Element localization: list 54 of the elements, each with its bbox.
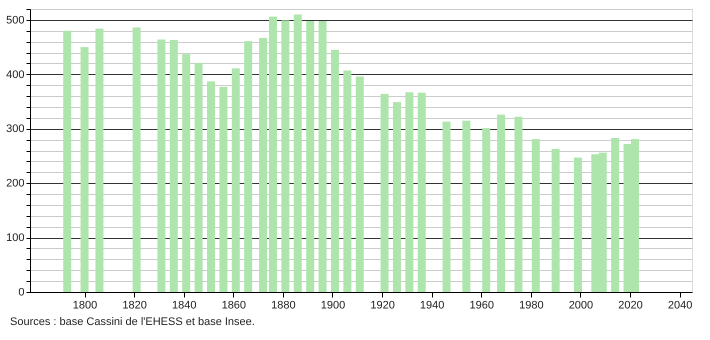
bar xyxy=(462,120,470,292)
x-tick-label: 1860 xyxy=(222,300,246,312)
bar xyxy=(281,20,290,292)
bar xyxy=(343,70,352,292)
x-tick-label: 1820 xyxy=(122,300,147,312)
bar xyxy=(268,16,277,292)
bar xyxy=(132,28,141,292)
x-tick-label: 1900 xyxy=(320,300,346,312)
x-tick-label: 2040 xyxy=(668,300,692,312)
bar xyxy=(497,114,506,292)
bar xyxy=(380,94,389,292)
x-tick-label: 2020 xyxy=(618,300,643,312)
bar xyxy=(482,128,490,292)
bar xyxy=(157,39,166,292)
bar xyxy=(95,28,104,292)
x-tick-label: 1800 xyxy=(72,300,98,312)
bar xyxy=(356,76,364,292)
y-tick-label: 400 xyxy=(6,68,24,81)
y-tick-label: 300 xyxy=(6,123,24,136)
y-tick-label: 200 xyxy=(6,178,24,190)
bar xyxy=(514,116,522,292)
x-tick-label: 2000 xyxy=(568,300,594,312)
x-tick-label: 1840 xyxy=(172,300,196,312)
bar xyxy=(206,81,215,292)
bar xyxy=(611,138,620,292)
y-tick-label: 100 xyxy=(6,232,24,244)
bar xyxy=(306,20,314,292)
bar xyxy=(392,102,401,292)
bar xyxy=(232,68,240,292)
source-note: Sources : base Cassini de l'EHESS et base Insee. xyxy=(10,316,255,328)
x-tick-label: 1960 xyxy=(470,300,494,312)
y-tick-label: 0 xyxy=(18,286,24,298)
bar xyxy=(219,86,228,292)
bar xyxy=(244,41,252,292)
x-tick-label: 1920 xyxy=(370,300,395,312)
bar xyxy=(418,92,426,292)
x-tick-label: 1940 xyxy=(420,300,444,312)
bar xyxy=(194,62,203,292)
x-tick-label: 1980 xyxy=(519,300,544,312)
bar xyxy=(532,139,540,292)
y-tick-label: 500 xyxy=(6,14,24,26)
bar xyxy=(552,148,560,292)
bar xyxy=(63,30,72,292)
bar xyxy=(330,50,339,292)
bar xyxy=(574,158,582,292)
bar xyxy=(259,38,268,292)
bar xyxy=(442,122,451,292)
bar xyxy=(182,54,190,292)
bar xyxy=(405,92,414,292)
x-tick-label: 1880 xyxy=(271,300,296,312)
bar xyxy=(294,14,302,292)
bar xyxy=(80,47,89,292)
bar xyxy=(318,20,327,292)
bar xyxy=(170,40,178,292)
